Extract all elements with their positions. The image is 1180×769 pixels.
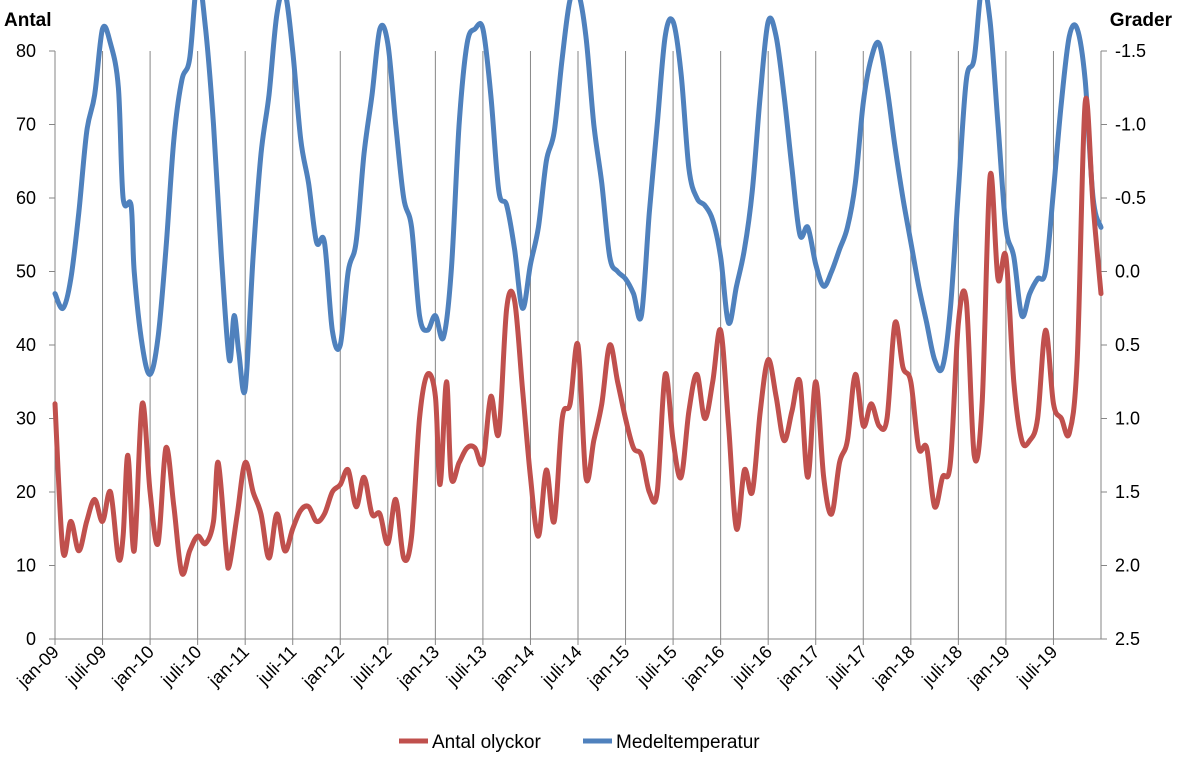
y-left-tick-label: 10 — [16, 556, 36, 576]
y-left-tick-label: 50 — [16, 262, 36, 282]
x-tick-label: juli-18 — [917, 642, 966, 691]
y-left-tick-label: 70 — [16, 115, 36, 135]
y-left-axis: 0 10 20 30 40 50 60 70 80 — [16, 41, 55, 649]
x-tick-label: juli-13 — [442, 642, 491, 691]
series-line-temperature — [52, 0, 1104, 395]
legend: Antal olyckor Medeltemperatur — [399, 732, 760, 753]
y-left-tick-label: 30 — [16, 409, 36, 429]
y-left-tick-label: 0 — [26, 629, 36, 649]
y-right-tick-label: 0.5 — [1115, 335, 1140, 355]
y-right-tick-label: 0.0 — [1115, 262, 1140, 282]
x-tick-label: juli-15 — [632, 642, 681, 691]
y-right-tick-label: -1.0 — [1115, 115, 1146, 135]
y-left-tick-label: 40 — [16, 335, 36, 355]
x-tick-label: jan-11 — [204, 642, 253, 691]
y-left-tick-label: 60 — [16, 188, 36, 208]
y-left-tick-label: 80 — [16, 41, 36, 61]
y-right-tick-label: 1.5 — [1115, 482, 1140, 502]
y-right-tick-label: 2.0 — [1115, 556, 1140, 576]
y-left-axis-title: Antal — [4, 10, 52, 31]
y-right-tick-label: 1.0 — [1115, 409, 1140, 429]
x-tick-label: jan-16 — [678, 642, 728, 692]
y-right-axis: 2.5 2.0 1.5 1.0 0.5 0.0 -0.5 -1.0 -1.5 — [1101, 41, 1146, 649]
legend-label-temperature: Medeltemperatur — [616, 732, 760, 753]
x-tick-label: juli-19 — [1012, 642, 1061, 691]
x-tick-label: juli-10 — [157, 642, 206, 691]
x-tick-label: jan-12 — [298, 642, 348, 692]
x-tick-label: jan-17 — [773, 642, 823, 692]
x-tick-label: jan-09 — [13, 642, 63, 692]
x-tick-label: jan-10 — [108, 642, 158, 692]
series-line-accidents — [52, 96, 1104, 577]
x-tick-label: juli-17 — [822, 642, 871, 691]
x-tick-label: juli-14 — [537, 642, 586, 691]
x-tick-label: jan-14 — [488, 642, 538, 692]
series-layer — [52, 0, 1104, 577]
x-tick-label: juli-12 — [347, 642, 396, 691]
x-tick-label: jan-19 — [963, 642, 1013, 692]
x-tick-label: jan-13 — [393, 642, 443, 692]
x-tick-label: juli-16 — [727, 642, 776, 691]
x-tick-label: jan-18 — [868, 642, 918, 692]
x-tick-label: juli-11 — [253, 642, 301, 690]
y-right-tick-label: 2.5 — [1115, 629, 1140, 649]
y-right-tick-label: -0.5 — [1115, 188, 1146, 208]
x-tick-label: jan-15 — [583, 642, 633, 692]
y-right-tick-label: -1.5 — [1115, 41, 1146, 61]
legend-label-accidents: Antal olyckor — [432, 732, 541, 753]
x-tick-label: juli-09 — [62, 642, 111, 691]
y-left-tick-label: 20 — [16, 482, 36, 502]
y-right-axis-title: Grader — [1110, 10, 1173, 31]
